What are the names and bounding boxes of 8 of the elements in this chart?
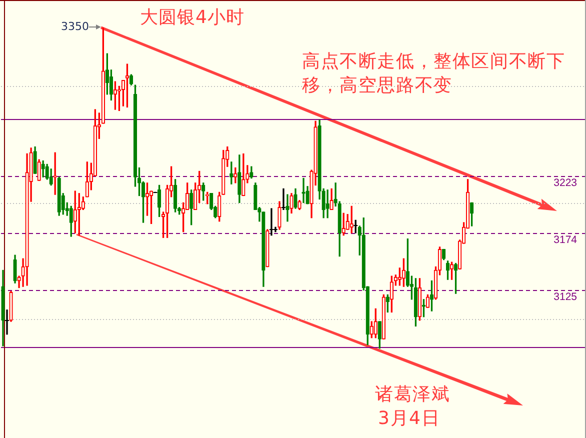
annotation: 3月4日 <box>378 407 440 431</box>
annotation: 诸葛泽斌 <box>375 383 450 407</box>
y-tick-label: 3223 <box>554 176 578 189</box>
annotation: 高点不断走低，整体区间不断下移，高空思路不变 <box>302 50 566 98</box>
chart-title: 大圆银4小时 <box>140 7 244 29</box>
annotation: 3350 <box>61 20 89 34</box>
y-tick-label: 3125 <box>554 290 578 303</box>
y-tick-label: 3174 <box>554 234 578 246</box>
